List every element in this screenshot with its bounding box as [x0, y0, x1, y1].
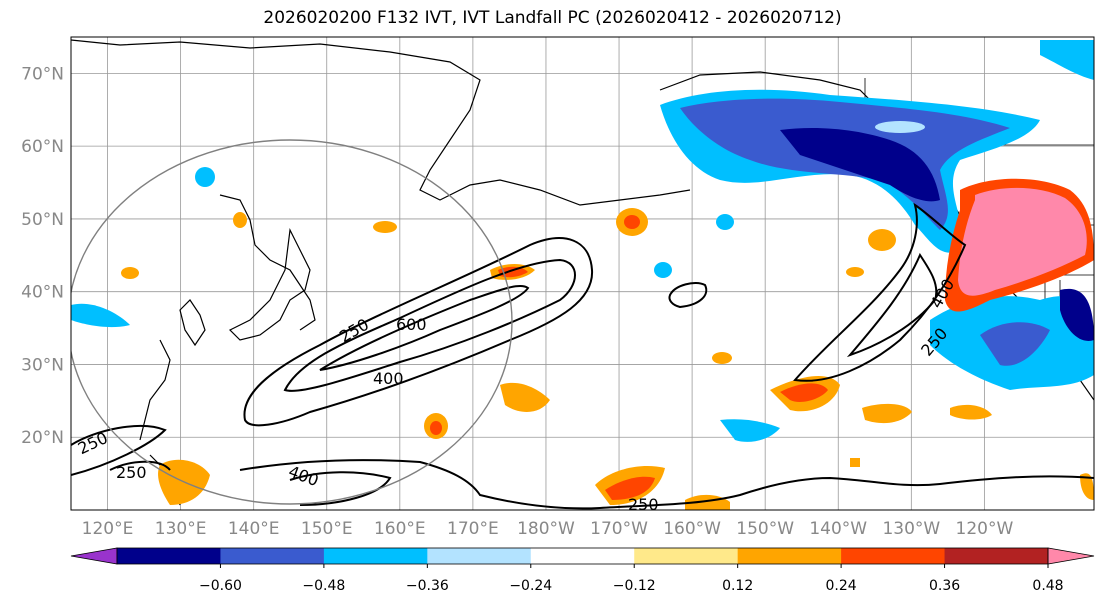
longitude-label: 150°W: [736, 519, 794, 539]
colorbar-segment: [323, 548, 428, 564]
contour-label: 250: [628, 495, 659, 514]
ivt-contours: [71, 202, 1094, 510]
region-circle: [71, 139, 513, 505]
colorbar-tick-label: −0.24: [509, 578, 552, 594]
colorbar-tick-label: −0.60: [199, 578, 242, 594]
colorbar-tick-label: 0.12: [722, 578, 753, 594]
longitude-label: 160°E: [374, 519, 426, 539]
contour-label: 250: [116, 463, 147, 482]
colorbar-segment: [737, 548, 842, 564]
latitude-label: 70°N: [21, 64, 64, 84]
latitude-label: 40°N: [21, 283, 64, 303]
latitude-label: 60°N: [21, 137, 64, 157]
contour-label: 600: [396, 315, 427, 334]
longitude-label: 130°W: [882, 519, 940, 539]
colorbar-tick-label: −0.36: [406, 578, 449, 594]
colorbar-tick-label: 0.24: [826, 578, 857, 594]
colorbar-segment: [427, 548, 532, 564]
longitude-label: 140°W: [809, 519, 867, 539]
colorbar-extend-high: [1047, 547, 1095, 565]
longitude-label: 130°E: [155, 519, 207, 539]
plot-frame: [70, 36, 1095, 511]
colorbar-tick-label: 0.36: [929, 578, 960, 594]
longitude-labels: 120°E 130°E 140°E 150°E 160°E 170°E 180°W 170°W…: [82, 519, 1014, 539]
colorbar-segment: [530, 548, 635, 564]
longitude-label: 140°E: [228, 519, 280, 539]
longitude-label: 170°E: [447, 519, 499, 539]
longitude-label: 170°W: [590, 519, 648, 539]
latitude-label: 50°N: [21, 210, 64, 230]
longitude-label: 120°E: [82, 519, 134, 539]
colorbar-tick-label: −0.12: [613, 578, 656, 594]
positive-anomaly-shading: [121, 178, 1094, 510]
map-title: 2026020200 F132 IVT, IVT Landfall PC (20…: [263, 8, 842, 28]
colorbar-frame: [116, 547, 1049, 565]
longitude-label: 160°W: [663, 519, 721, 539]
colorbar-segment: [634, 548, 739, 564]
colorbar-tick-label: 0.48: [1032, 578, 1063, 594]
colorbar: −0.60 −0.48 −0.36 −0.24 −0.12 0.12 0.24 0.36 0.4…: [70, 547, 1095, 594]
latitude-label: 20°N: [21, 428, 64, 448]
longitude-label: 180°W: [517, 519, 575, 539]
colorbar-tick-label: −0.48: [302, 578, 345, 594]
longitude-label: 150°E: [301, 519, 353, 539]
colorbar-segment: [944, 548, 1049, 564]
latitude-labels: 70°N 60°N 50°N 40°N 30°N 20°N: [21, 64, 64, 448]
colorbar-extend-low: [70, 547, 118, 565]
longitude-label: 120°W: [956, 519, 1014, 539]
negative-anomaly-shading: [71, 40, 1094, 442]
colorbar-segment: [220, 548, 325, 564]
colorbar-segment: [841, 548, 946, 564]
latitude-label: 30°N: [21, 355, 64, 375]
contour-label: 400: [373, 369, 404, 388]
colorbar-segment: [117, 548, 221, 564]
